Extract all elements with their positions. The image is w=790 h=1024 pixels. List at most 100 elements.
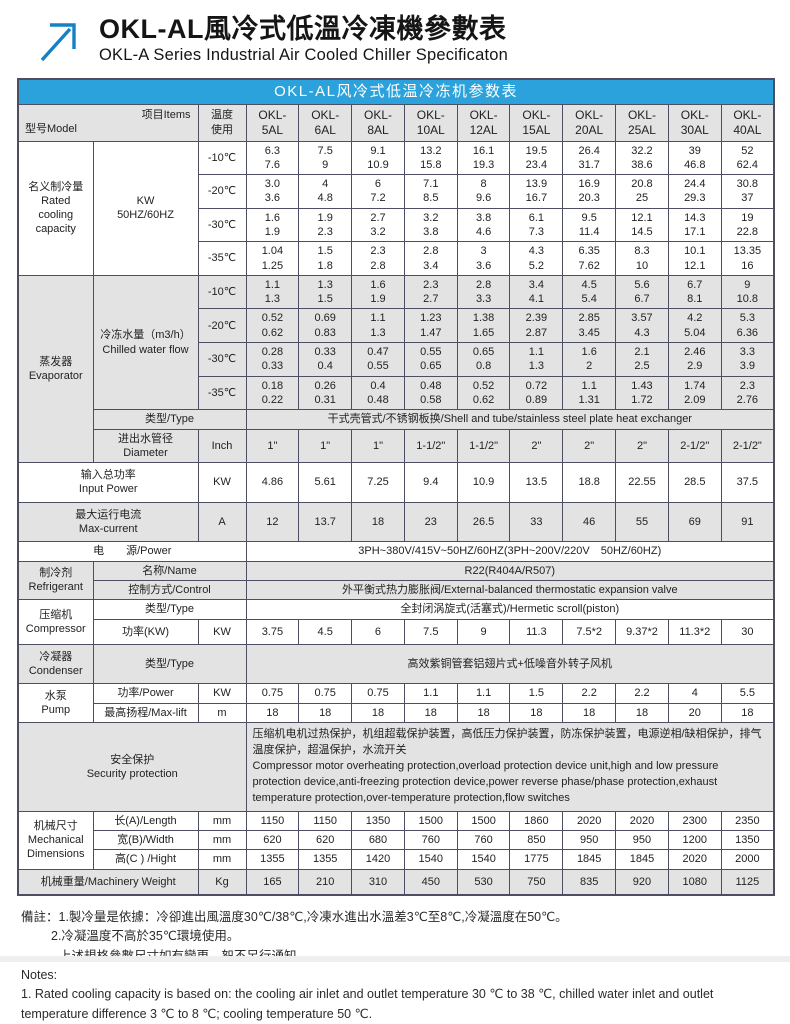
compressor-power-value: 6 [351,618,405,645]
temperature-usage-header: 温度 使用 [197,103,247,142]
cooling-neg10-value: 7.5 9 [298,140,353,176]
cooling-neg35-value: 8.3 10 [615,241,669,276]
input-power-value: 7.25 [351,462,405,503]
mech-height-value: 1845 [562,849,617,870]
mech-length-value: 1500 [456,810,511,831]
evap-pipe-diameter-value: 1-1/2" [403,428,458,464]
cooling-neg30-value: 9.5 11.4 [562,207,617,243]
label-type: 类型/Type [92,599,247,620]
cooling-neg30-value: 1.6 1.9 [245,207,300,243]
cooling-neg10-value: 9.1 10.9 [351,140,405,176]
machinery-weight-value: 1125 [720,868,775,896]
pump-max-lift-value: 18 [509,702,564,724]
pump-max-lift-value: 18 [615,702,669,724]
input-power-value: 10.9 [456,462,511,503]
header-row-value: OKL- 20AL [562,103,617,142]
cooling-neg35-value: 1.04 1.25 [245,241,300,276]
group-refrigerant: 制冷剂 Refrigerant [17,560,94,601]
group-condenser: 冷凝器 Condenser [17,643,94,685]
input-power-value: 13.5 [509,462,564,503]
evap-flow-neg35-value: 0.26 0.31 [298,375,353,411]
cooling-neg30-value: 6.1 7.3 [509,207,564,243]
evap-flow-neg35-value: 1.1 1.31 [562,375,617,411]
cooling-neg20-value: 30.8 37 [720,174,775,209]
cooling-neg20-value: 13.9 16.7 [509,174,564,209]
mech-length-value: 2300 [667,810,722,831]
mech-length-value: 1860 [509,810,564,831]
input-power-value: 5.61 [298,462,353,503]
max-current-value: 26.5 [456,501,511,543]
header-row-value: OKL- 5AL [245,103,300,142]
max-current-value: 46 [562,501,617,543]
unit-kw: KW [197,618,247,645]
mech-length-value: 1150 [298,810,353,831]
cooling-neg10-value: 6.3 7.6 [245,140,300,176]
pump-power: 水泵 Pump 功率/Power KW 0.75 0.75 0.75 1.1 1.1 1.5 2.… [17,683,775,723]
mech-height-value: 2000 [720,849,775,870]
page-title-zh: OKL-AL風冷式低溫冷凍機參數表 [99,14,507,44]
evap-pipe-diameter: 进出水管径 Diameter Inch 1" 1" 1" 1-1/2" 1-1/2" 2" 2"… [18,428,775,464]
evap-flow-neg20-value: 1.38 1.65 [456,308,511,344]
cooling-neg30-value: 2.7 3.2 [351,207,405,243]
evap-type: 类型/Type 干式壳管式/不锈钢板换/Shell and tube/stainl… [18,409,775,430]
label-compressor-power: 功率(KW) [92,618,199,645]
mech-height-value: 1845 [615,849,669,870]
group-rated-cooling-capacity: 名义制冷量 Rated cooling capacity [17,140,94,276]
header-row-value: OKL- 15AL [509,103,564,142]
evap-flow-neg10-value: 3.4 4.1 [509,274,564,310]
table-caption: OKL-AL风冷式低温冷冻机参数表 [17,78,775,105]
group-pump: 水泵 Pump [17,683,94,723]
evap-flow-neg20-value: 4.2 5.04 [667,308,722,344]
cooling-neg10-value: 32.2 38.6 [615,140,669,176]
pump-power-value: 2.2 [562,683,617,704]
evap-flow-neg35-value: 1.74 2.09 [667,375,722,411]
cooling-neg35-value: 2.3 2.8 [351,241,405,276]
pump-max-lift-value: 20 [667,702,722,724]
pump-power-value: 2.2 [615,683,669,704]
model-items-diagonal-header: 项目Items 型号Model [17,103,199,142]
mech-width-value: 620 [298,829,353,851]
input-power-value: 28.5 [667,462,722,503]
machinery-weight-value: 210 [298,868,353,896]
cooling-neg10: 名义制冷量 Rated cooling capacity KW 50HZ/60HZ… [17,140,775,276]
cooling-neg35-value: 10.1 12.1 [667,241,722,276]
cooling-neg30-value: 19 22.8 [720,207,775,243]
evap-flow-neg10-value: 1.3 1.5 [298,274,353,310]
pump-power-value: 1.5 [509,683,564,704]
evap-pipe-diameter-value: 1" [351,428,405,464]
label-power-supply: 电 源/Power [17,541,247,562]
security-protection-text: 压缩机电机过热保护，机组超载保护装置，高低压力保护装置，防冻保护装置，电源逆相/… [245,722,775,812]
input-power-value: 22.55 [615,462,669,503]
machinery-weight: 机械重量/Machinery Weight Kg 165 210 310 450 530 75… [17,868,775,896]
evap-flow-neg30-value: 2.1 2.5 [615,342,669,377]
notes-section: 備註：1.製冷量是依據：冷卻進出風溫度30℃/38℃,冷凍水進出水溫差3℃至8℃… [21,908,777,1024]
max-current-value: 55 [615,501,669,543]
max-current-value: 91 [720,501,775,543]
evap-flow-neg35-value: 0.52 0.62 [456,375,511,411]
evap-flow-neg35-value: 0.18 0.22 [245,375,300,411]
input-power-value: 4.86 [245,462,300,503]
mech-length: 机械尺寸 Mechanical Dimensions 长(A)/Length mm 1… [17,810,775,870]
evap-flow-neg30-value: 3.3 3.9 [720,342,775,377]
pump-max-lift-value: 18 [351,702,405,724]
spec-table-body: 项目Items 型号Model 温度 使用 OKL- 5AL OKL- 6AL OKL- … [17,103,775,896]
mech-length-value: 1150 [245,810,300,831]
mech-height-value: 2020 [667,849,722,870]
evap-flow-neg10-value: 2.3 2.7 [403,274,458,310]
evap-type-text: 干式壳管式/不锈钢板换/Shell and tube/stainless ste… [245,409,775,430]
evap-pipe-diameter-value: 2-1/2" [720,428,775,464]
group-mechanical-dimensions: 机械尺寸 Mechanical Dimensions [17,810,94,870]
evap-flow-neg30-value: 1.6 2 [562,342,617,377]
cooling-neg30-value: 1.9 2.3 [298,207,353,243]
unit-mm: mm [197,849,247,870]
evap-pipe-diameter-value: 1" [298,428,353,464]
cooling-neg20-value: 16.9 20.3 [562,174,617,209]
power-supply: 电 源/Power 3PH~380V/415V~50HZ/60HZ(3PH~200… [17,541,775,562]
evap-flow-neg20-value: 1.1 1.3 [351,308,405,344]
page-title-en: OKL-A Series Industrial Air Cooled Chill… [99,46,509,65]
evap-flow-neg30-value: 0.33 0.4 [298,342,353,377]
condenser-type: 冷凝器 Condenser 类型/Type 高效紫铜管套铝翅片式+低噪音外转子风机 [17,643,775,685]
evap-flow-neg10-value: 4.5 5.4 [562,274,617,310]
unit-kw: KW [197,683,247,704]
evap-flow-neg20-value: 2.39 2.87 [509,308,564,344]
